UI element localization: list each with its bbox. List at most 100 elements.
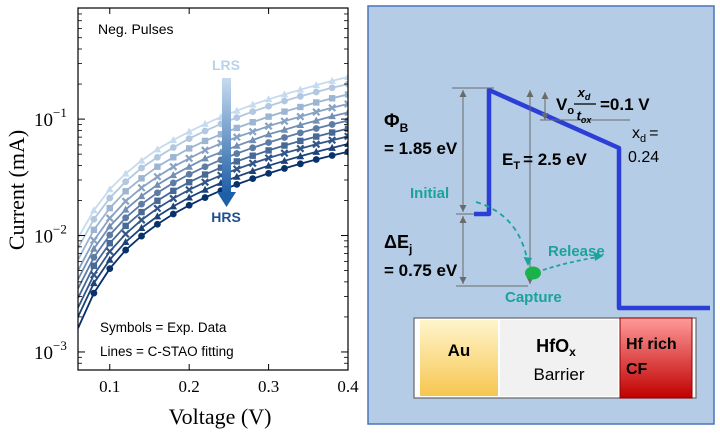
data-point [217,131,225,138]
data-point [122,188,129,195]
data-point [185,185,194,194]
data-point [280,117,289,126]
data-point [154,189,161,197]
data-point [121,237,130,245]
data-point [121,205,130,213]
data-point [185,170,193,178]
data-point [296,152,305,160]
data-point [312,81,321,89]
data-point [344,99,348,108]
data-point [138,208,145,216]
hrs-label: HRS [211,209,241,225]
data-point [169,202,178,210]
data-point [233,124,241,132]
capture-arrowhead [523,257,532,266]
data-point [264,154,273,163]
data-point [217,164,225,171]
data-point [105,214,114,223]
data-point [296,112,305,121]
data-point [328,84,336,92]
data-point [233,141,241,149]
data-point [90,226,98,234]
phi-b-label: ΦB [384,111,409,135]
data-point [169,179,177,187]
xd-label: xd = [632,125,658,145]
data-point [89,270,98,279]
data-point [265,147,272,154]
data-point [249,152,256,159]
data-point [201,127,209,135]
cf-label: CF [626,361,648,378]
lrs-label: LRS [212,57,240,73]
data-point [122,178,130,186]
data-point [248,167,257,175]
x-axis: 0.1 0.2 0.3 0.4 [99,8,359,396]
plot-frame [77,7,349,371]
et-label: ET = 2.5 eV [502,150,588,172]
y-tick-label: 10−3 [34,338,67,364]
data-point [344,91,348,98]
data-point [201,154,209,162]
data-point [138,232,145,240]
data-point [296,144,305,153]
data-point [106,231,114,239]
note-lines: Lines = C-STAO fitting [100,344,234,359]
data-point [265,102,272,110]
data-point [233,180,241,188]
data-point [312,156,320,163]
data-point [137,216,146,224]
data-point [201,171,209,178]
x-tick-label: 0.4 [337,377,359,396]
data-point [344,132,348,141]
fit-curves [78,76,348,329]
data-point [170,154,177,161]
data-point [201,163,209,171]
data-point [106,265,114,272]
data-point [121,169,130,177]
data-point [328,95,336,102]
data-point [328,143,336,151]
data-point [169,144,177,151]
data-point [137,192,146,200]
data-point [328,136,337,145]
data-point [154,163,161,170]
release-arrowhead [594,252,603,261]
data-point [122,246,130,254]
data-markers [89,72,348,297]
data-point [121,230,130,239]
data-point [169,162,178,171]
energy-band [474,87,710,311]
data-point [105,222,114,230]
data-point [90,215,98,223]
data-point [248,136,257,144]
data-point [249,144,257,152]
data-point [328,76,336,84]
data-point [138,164,145,172]
data-point [153,180,162,188]
data-point [328,103,337,112]
phi-b-value: = 1.85 eV [384,139,458,158]
data-point [138,200,145,208]
data-point [344,148,348,156]
data-point [169,171,178,179]
data-point [312,116,321,124]
device-stack: Au HfOx Barrier Hf rich CF [413,317,697,399]
data-point [344,125,348,132]
data-point [122,214,130,222]
data-point [201,119,209,127]
data-point [312,140,321,149]
data-point [328,112,336,120]
data-point [281,134,288,141]
data-point [90,279,98,287]
svg-text:=0.1 V: =0.1 V [600,95,650,114]
data-point [248,127,257,136]
data-point [137,224,146,232]
captured-electron [525,266,541,280]
data-point [185,201,193,209]
release-label: Release [548,243,605,260]
hfox-barrier [500,320,618,396]
data-point [312,125,320,132]
data-point [281,165,288,172]
svg-text:tox: tox [577,108,593,125]
